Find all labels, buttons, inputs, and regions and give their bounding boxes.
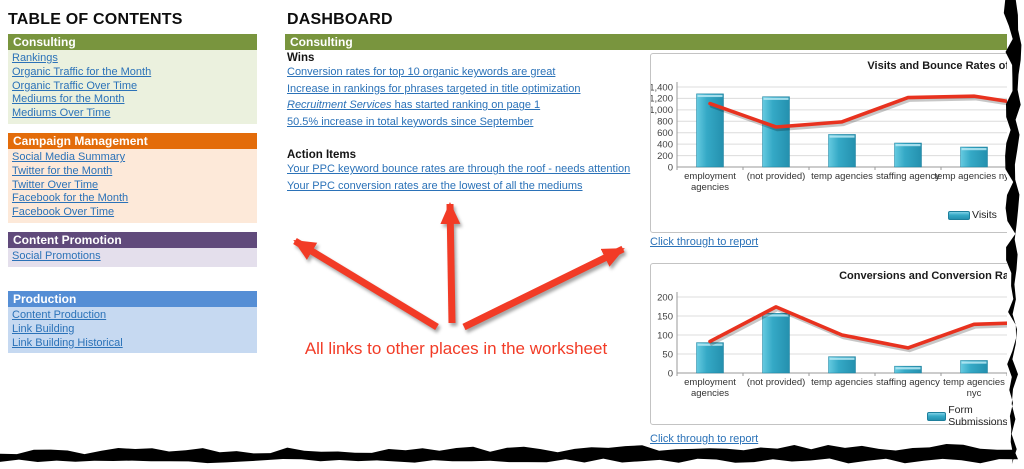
toc-link-organic-traffic-month[interactable]: Organic Traffic for the Month: [12, 65, 152, 78]
toc-link-content-production[interactable]: Content Production: [12, 309, 107, 321]
win-link-conversion-rates[interactable]: Conversion rates for top 10 organic keyw…: [287, 66, 556, 78]
toc-link-facebook-over-time[interactable]: Facebook Over Time: [12, 206, 115, 219]
svg-text:1,000: 1,000: [651, 105, 673, 116]
x-axis-label: temp agencies: [811, 171, 873, 182]
x-axis-label: employment agencies: [684, 171, 736, 193]
svg-text:100: 100: [657, 330, 673, 341]
toc-link-facebook-month[interactable]: Facebook for the Month: [12, 192, 129, 205]
svg-text:50: 50: [662, 349, 673, 360]
x-axis-label: temp agencies nyc: [943, 377, 1005, 399]
win-link-recruitment-services[interactable]: Recruitment Services has started ranking…: [287, 99, 541, 112]
x-axis-label: temp agencies nyc: [934, 171, 1014, 182]
win-link-keywords-increase[interactable]: 50.5% increase in total keywords since S…: [287, 115, 534, 128]
click-through-report-link-1[interactable]: Click through to report: [650, 236, 759, 248]
toc-campaign-header: Campaign Management: [8, 133, 257, 149]
svg-text:1,400: 1,400: [651, 82, 673, 93]
toc-section-production: Production Content Production Link Build…: [8, 291, 257, 354]
bounce-rate-line-legend-swatch: [1010, 213, 1024, 217]
toc-link-mediums-over-time[interactable]: Mediums Over Time: [12, 107, 111, 120]
win-link-rankings-increase[interactable]: Increase in rankings for phrases targete…: [287, 82, 581, 95]
svg-text:0: 0: [668, 162, 673, 173]
action-link-ppc-conversion[interactable]: Your PPC conversion rates are the lowest…: [287, 179, 583, 192]
arrow-to-toc: [293, 238, 439, 330]
chart-title: Visits and Bounce Rates of: [867, 60, 1009, 72]
toc-link-mediums-month[interactable]: Mediums for the Month: [12, 93, 125, 106]
x-axis-label: staffing agency: [876, 171, 940, 182]
chart-visits-bounce-rates: 0 200 400 600 800 1,000 1,200 1,400 employment a…: [650, 53, 1024, 233]
annotation-text: All links to other places in the workshe…: [304, 339, 608, 358]
toc-link-twitter-month[interactable]: Twitter for the Month: [12, 164, 113, 177]
arrow-to-action-items: [440, 202, 461, 324]
toc-link-social-promotions[interactable]: Social Promotions: [12, 250, 101, 262]
toc-link-social-media-summary[interactable]: Social Media Summary: [12, 151, 126, 163]
svg-text:0: 0: [668, 368, 673, 379]
action-items-label: Action Items: [287, 149, 357, 161]
svg-text:400: 400: [657, 139, 673, 150]
arrow-to-charts: [462, 245, 625, 331]
x-axis-label: employment agencies: [684, 377, 736, 399]
svg-text:150: 150: [657, 311, 673, 322]
toc-link-link-building-historical[interactable]: Link Building Historical: [12, 336, 123, 349]
chart-title: Conversions and Conversion Ra: [839, 270, 1009, 282]
x-axis-label: (not provided): [746, 377, 806, 388]
dashboard-title: DASHBOARD: [287, 11, 393, 28]
toc-link-organic-traffic-over-time[interactable]: Organic Traffic Over Time: [12, 79, 138, 92]
action-link-ppc-bounce[interactable]: Your PPC keyword bounce rates are throug…: [287, 163, 631, 175]
svg-text:800: 800: [657, 117, 673, 128]
click-through-report-link-2[interactable]: Click through to report: [650, 433, 759, 445]
svg-text:1,200: 1,200: [651, 94, 673, 105]
svg-text:200: 200: [657, 151, 673, 162]
toc-section-content-promotion: Content Promotion Social Promotions: [8, 232, 257, 267]
toc-link-rankings[interactable]: Rankings: [12, 52, 58, 64]
toc-title: TABLE OF CONTENTS: [8, 11, 183, 28]
wins-links: Conversion rates for top 10 organic keyw…: [287, 64, 581, 130]
chart-legend: Visits: [948, 209, 1024, 221]
toc-link-link-building[interactable]: Link Building: [12, 322, 75, 335]
recruitment-services-italic: Recruitment Services: [287, 99, 392, 112]
x-axis-label: staffing agency: [876, 377, 940, 388]
toc-link-twitter-over-time[interactable]: Twitter Over Time: [12, 178, 99, 191]
x-axis-label: temp agencies: [811, 377, 873, 388]
svg-text:600: 600: [657, 128, 673, 139]
visits-legend-label: Visits: [972, 209, 997, 221]
toc-section-campaign-management: Campaign Management Social Media Summary…: [8, 133, 257, 223]
chart-legend: Form Submissions: [927, 404, 1023, 428]
action-items-links: Your PPC keyword bounce rates are throug…: [287, 161, 630, 194]
toc-consulting-header: Consulting: [8, 34, 257, 50]
toc-content-promotion-header: Content Promotion: [8, 232, 257, 248]
wins-label: Wins: [287, 52, 315, 64]
chart-conversions-rates: 0 50 100 150 200 employment agencies (not prov…: [650, 263, 1024, 428]
x-axis-label: (not provided): [746, 171, 806, 182]
svg-text:200: 200: [657, 292, 673, 303]
visits-legend-swatch: [948, 210, 970, 220]
form-submissions-legend-swatch: [927, 411, 947, 421]
toc-production-header: Production: [8, 291, 257, 307]
chart-svg: 0 200 400 600 800 1,000 1,200 1,400 employment a…: [651, 54, 1023, 232]
dashboard-consulting-header: Consulting: [285, 34, 1024, 50]
toc-section-consulting: Consulting Rankings Organic Traffic for …: [8, 34, 257, 124]
chart-svg: 0 50 100 150 200 employment agencies (not prov…: [651, 264, 1023, 424]
form-submissions-legend-label: Form Submissions: [948, 404, 1008, 428]
